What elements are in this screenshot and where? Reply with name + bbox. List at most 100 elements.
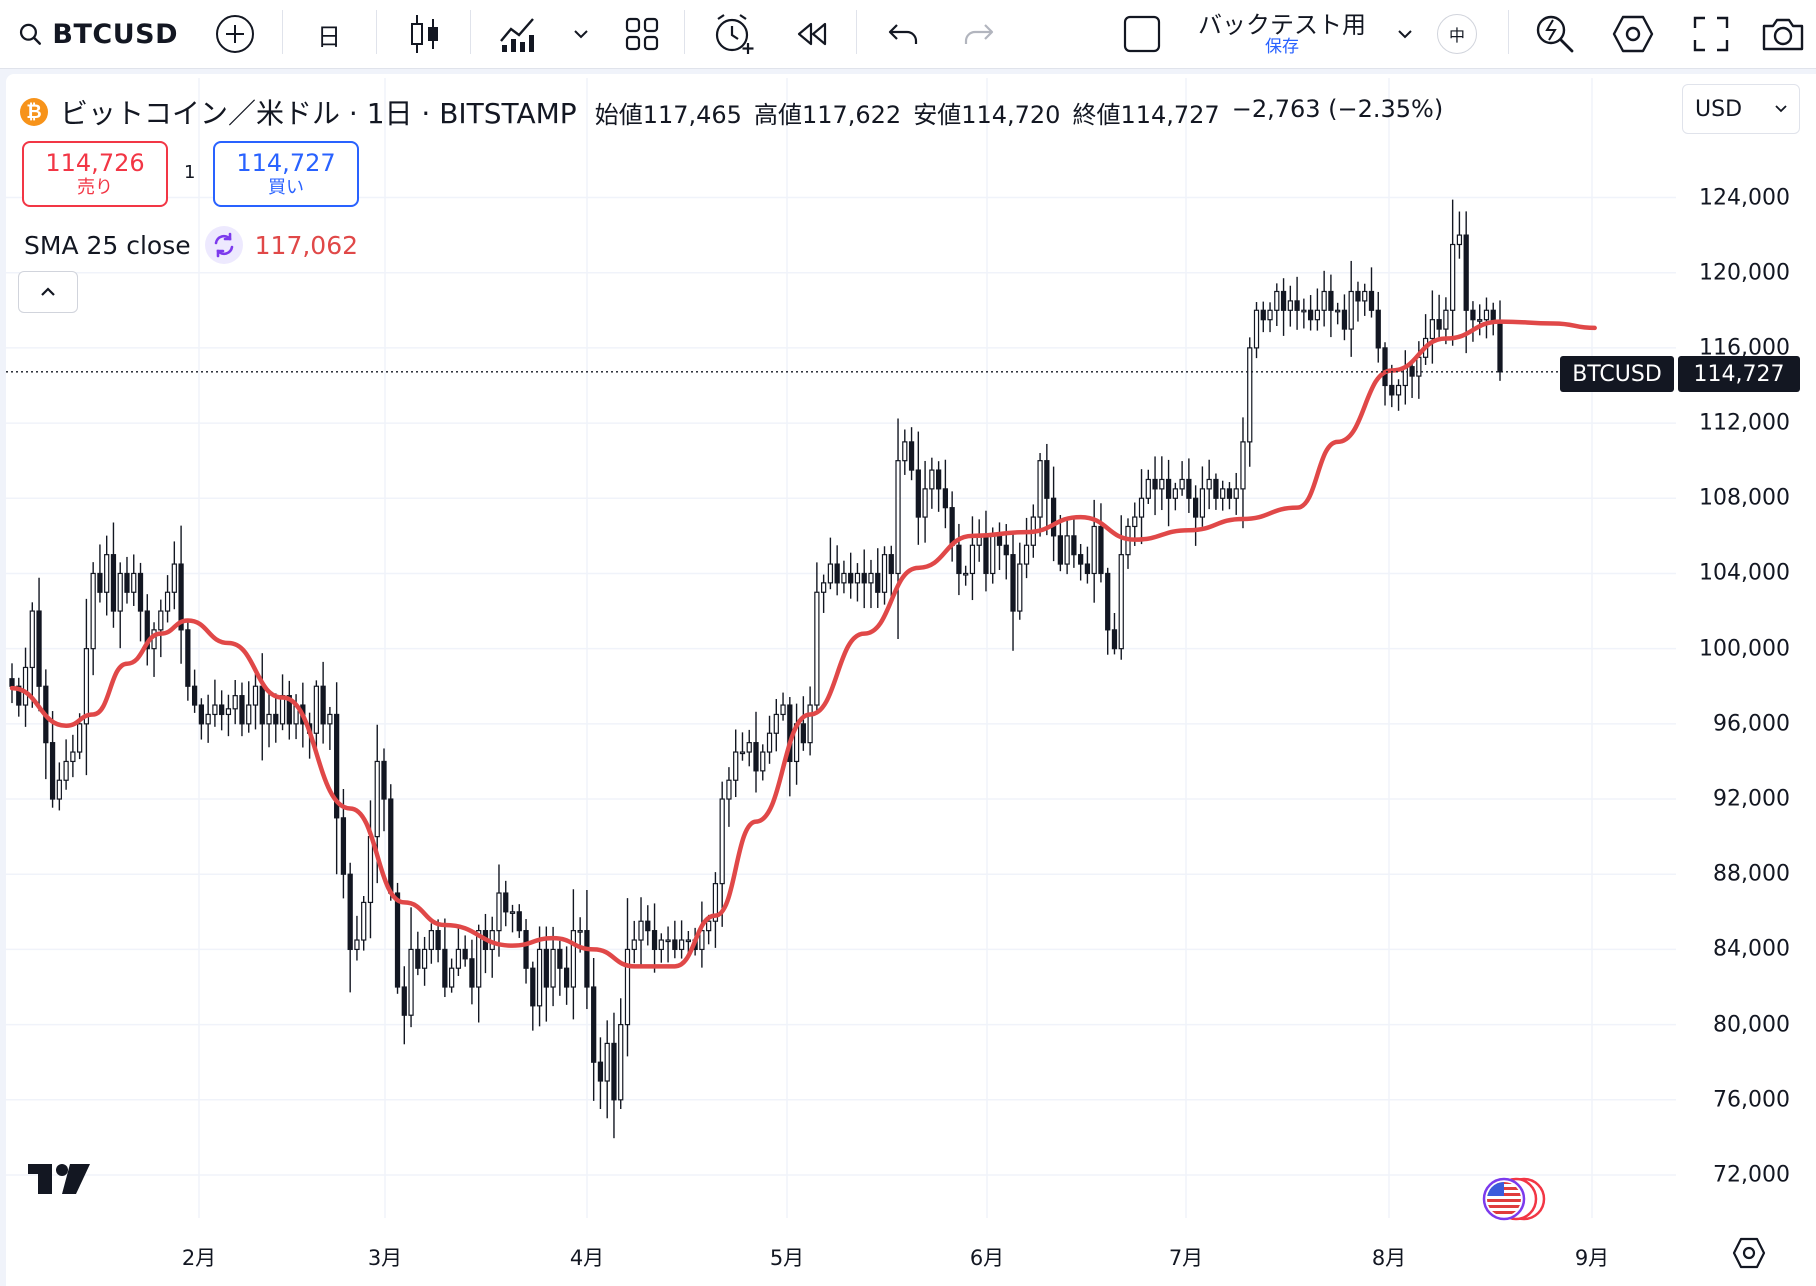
close-value: 114,727: [1120, 101, 1219, 129]
price-axis-label: 84,000: [1680, 937, 1790, 962]
symbol-description[interactable]: ビットコイン／米ドル · 1日 · BITSTAMP: [60, 92, 577, 132]
price-axis-label: 80,000: [1680, 1012, 1790, 1037]
language-badge: 中: [1437, 14, 1477, 54]
toolbar-divider: [1508, 10, 1509, 54]
replay-button[interactable]: [788, 0, 834, 68]
interval-button[interactable]: 日: [300, 0, 358, 68]
time-axis-label: 6月: [970, 1242, 1004, 1272]
toolbar-divider: [684, 10, 685, 54]
compare-add-button[interactable]: [210, 0, 260, 68]
sell-button[interactable]: 114,726 売り: [22, 141, 168, 207]
indicators-icon: [499, 15, 539, 53]
price-axis-label: 92,000: [1680, 787, 1790, 812]
time-axis-label: 2月: [182, 1242, 216, 1272]
sell-price: 114,726: [45, 149, 144, 177]
price-axis-label: 108,000: [1680, 486, 1790, 511]
price-axis-label: 96,000: [1680, 711, 1790, 736]
fullscreen-icon: [1693, 16, 1729, 52]
low-value: 114,720: [961, 101, 1060, 129]
time-axis-label: 7月: [1169, 1242, 1203, 1272]
grid-layout-icon: [625, 17, 659, 51]
plus-circle-icon: [215, 14, 255, 54]
alarm-clock-plus-icon: [713, 13, 755, 55]
hexagon-settings-icon: [1612, 14, 1654, 54]
indicators-button[interactable]: [494, 0, 544, 68]
price-axis-label: 124,000: [1680, 185, 1790, 210]
close-label: 終値: [1072, 101, 1120, 129]
magnifier-lightning-icon: [1534, 13, 1576, 55]
high-label: 高値: [754, 101, 802, 129]
symbol-label: BTCUSD: [52, 19, 178, 50]
open-label: 始値: [595, 101, 643, 129]
symbol-search-button[interactable]: BTCUSD: [18, 0, 178, 68]
sell-label: 売り: [77, 177, 113, 199]
rewind-icon: [793, 21, 829, 47]
time-axis-label: 4月: [570, 1242, 604, 1272]
price-axis-label: 112,000: [1680, 411, 1790, 436]
screenshot-button[interactable]: [1758, 0, 1808, 68]
open-value: 117,465: [643, 101, 742, 129]
candles-icon: [408, 13, 442, 55]
layout-dropdown-button[interactable]: [1390, 0, 1420, 68]
price-axis-label: 72,000: [1680, 1163, 1790, 1188]
indicators-dropdown-button[interactable]: [566, 0, 596, 68]
order-quantity[interactable]: 1: [184, 162, 195, 183]
buy-label: 買い: [268, 177, 304, 199]
buy-price: 114,727: [236, 149, 335, 177]
buy-button[interactable]: 114,727 買い: [213, 141, 359, 207]
price-axis-label: 88,000: [1680, 862, 1790, 887]
low-label: 安値: [913, 101, 961, 129]
currency-select[interactable]: USD: [1682, 84, 1800, 134]
chevron-down-icon: [1397, 29, 1413, 39]
indicator-loading-icon: [205, 226, 243, 264]
chart-legend: ₿ ビットコイン／米ドル · 1日 · BITSTAMP 始値117,465 高…: [20, 92, 1443, 132]
price-axis-label: 100,000: [1680, 636, 1790, 661]
undo-icon: [887, 21, 919, 47]
layout-name: バックテスト用: [1198, 12, 1366, 38]
chevron-down-icon: [573, 29, 589, 39]
layout-save-button[interactable]: バックテスト用 保存: [1182, 0, 1382, 68]
toolbar-divider: [470, 10, 471, 54]
chevron-down-icon: [1775, 105, 1787, 113]
fullscreen-button[interactable]: [1686, 0, 1736, 68]
camera-icon: [1761, 16, 1805, 52]
toolbar-divider: [856, 10, 857, 54]
price-axis-label: 104,000: [1680, 561, 1790, 586]
toolbar-divider: [282, 10, 283, 54]
time-axis-label: 3月: [368, 1242, 402, 1272]
ohlc-values: 始値117,465 高値117,622 安値114,720 終値114,727 …: [595, 95, 1444, 130]
chart-settings-icon[interactable]: [1732, 1236, 1766, 1270]
indicator-value: 117,062: [255, 231, 358, 260]
redo-button[interactable]: [956, 0, 1002, 68]
collapse-legend-button[interactable]: [18, 271, 78, 313]
chart-type-button[interactable]: [402, 0, 448, 68]
time-axis-label: 9月: [1575, 1242, 1609, 1272]
undo-button[interactable]: [880, 0, 926, 68]
price-axis-label: 76,000: [1680, 1087, 1790, 1112]
price-change: −2,763 (−2.35%): [1232, 95, 1444, 130]
settings-button[interactable]: [1608, 0, 1658, 68]
currency-value: USD: [1695, 97, 1742, 122]
save-status: 保存: [1265, 38, 1299, 56]
indicator-name: SMA 25 close: [24, 231, 191, 260]
time-axis-label: 5月: [770, 1242, 804, 1272]
price-axis-label: 120,000: [1680, 260, 1790, 285]
economic-events-flag-icon[interactable]: [1478, 1176, 1548, 1222]
indicator-legend[interactable]: SMA 25 close 117,062: [24, 226, 358, 264]
quick-search-button[interactable]: [1530, 0, 1580, 68]
chevron-up-icon: [40, 287, 56, 297]
language-badge-button[interactable]: 中: [1436, 0, 1478, 68]
last-price-symbol-tag: BTCUSD: [1560, 356, 1674, 392]
high-value: 117,622: [802, 101, 901, 129]
tradingview-logo-icon[interactable]: [28, 1162, 92, 1196]
toolbar-divider: [376, 10, 377, 54]
search-icon: [18, 20, 42, 48]
layout-checkbox[interactable]: [1120, 0, 1164, 68]
bitcoin-logo-icon: ₿: [20, 98, 48, 126]
time-axis-label: 8月: [1372, 1242, 1406, 1272]
last-price-value-tag: 114,727: [1678, 356, 1800, 392]
square-icon: [1123, 15, 1161, 53]
layouts-button[interactable]: [620, 0, 664, 68]
redo-icon: [963, 21, 995, 47]
alert-button[interactable]: [710, 0, 758, 68]
